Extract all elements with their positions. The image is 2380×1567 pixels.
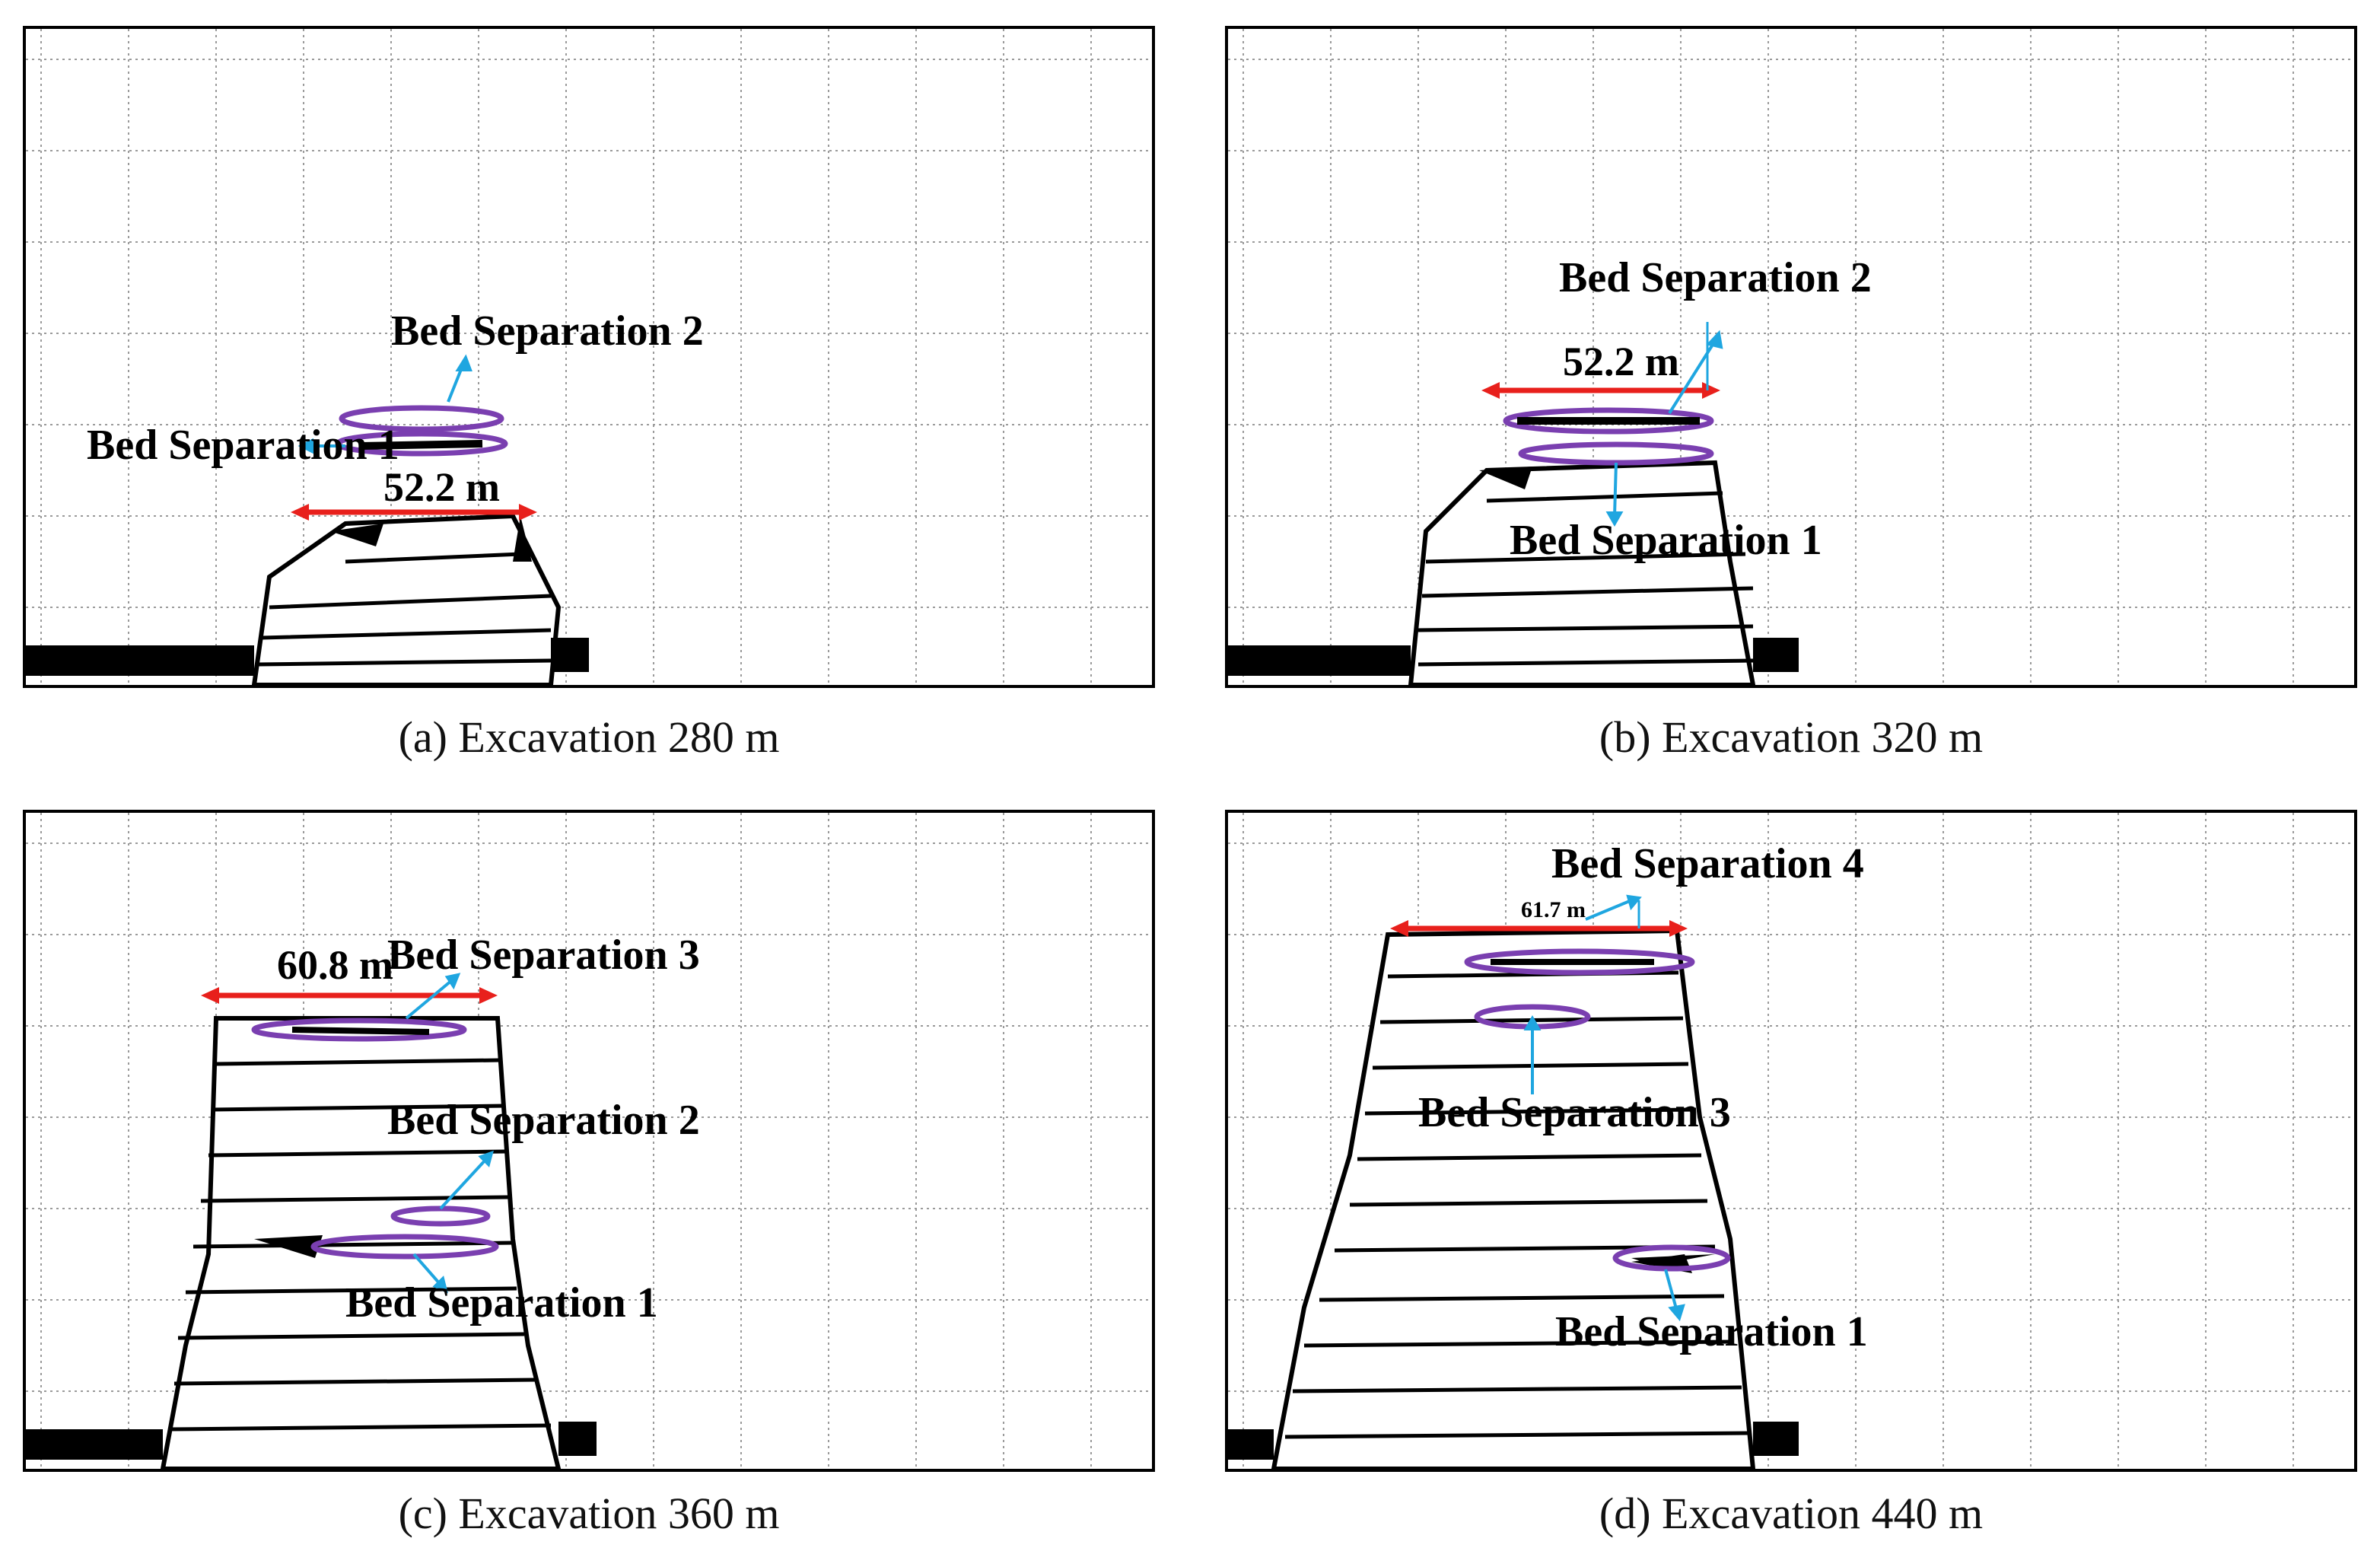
leader-arrows [1523,894,1685,1322]
panel-a: 52.2 m Bed Separation 2 Bed Separation 1 [23,26,1155,688]
grid-lines [26,813,1152,1469]
separation-ellipses [1464,948,1731,1272]
bed-separation-label: Bed Separation 1 [1510,517,1822,564]
collapse-zone [26,1016,597,1469]
span-label: 60.8 m [277,942,393,988]
panel-a-image: 52.2 m Bed Separation 2 Bed Separation 1 [26,29,1152,685]
grid-lines [1228,813,2354,1469]
span-arrow [1390,900,1688,937]
span-label: 52.2 m [383,464,500,510]
caption-d: (d) Excavation 440 m [1599,1489,1984,1538]
span-arrow [291,504,537,521]
bed-separation-label: Bed Separation 1 [87,422,399,469]
caption-c: (c) Excavation 360 m [398,1489,780,1538]
bed-separation-label: Bed Separation 3 [387,932,700,979]
caption-a: (a) Excavation 280 m [398,712,780,762]
panel-c: 60.8 m Bed Separation 3 Bed Separation 2… [23,810,1155,1472]
panel-d-image: 61.7 m Bed Separation 4 Bed Separation 3… [1228,813,2354,1469]
leader-arrows [1605,330,1723,527]
panel-b: 52.2 m Bed Separation 2 Bed Separation 1 [1225,26,2357,688]
leader-arrows [405,973,494,1294]
span-label: 52.2 m [1563,339,1679,384]
grid-lines [26,29,1152,685]
separation-ellipses [335,405,508,457]
bed-separation-label: Bed Separation 3 [1418,1089,1731,1136]
caption-b: (b) Excavation 320 m [1599,712,1984,762]
collapse-zone [26,513,589,685]
bed-separation-label: Bed Separation 2 [1559,254,1872,301]
panel-d: 61.7 m Bed Separation 4 Bed Separation 3… [1225,810,2357,1472]
bed-separation-label: Bed Separation 1 [345,1279,658,1327]
span-label: 61.7 m [1521,897,1586,922]
span-arrow [201,987,498,1004]
collapse-zone [1228,928,1799,1469]
bed-separation-label: Bed Separation 4 [1551,840,1864,887]
panel-c-image: 60.8 m Bed Separation 3 Bed Separation 2… [26,813,1152,1469]
collapse-zone [1228,460,1799,685]
panel-b-image: 52.2 m Bed Separation 2 Bed Separation 1 [1228,29,2354,685]
separation-ellipses [1503,407,1714,466]
leader-arrows [298,354,473,454]
bed-separation-label: Bed Separation 1 [1555,1308,1868,1355]
span-arrow [1481,322,1720,399]
bed-separation-label: Bed Separation 2 [391,307,704,355]
bed-separation-label: Bed Separation 2 [387,1097,700,1144]
grid-lines [1228,29,2354,685]
